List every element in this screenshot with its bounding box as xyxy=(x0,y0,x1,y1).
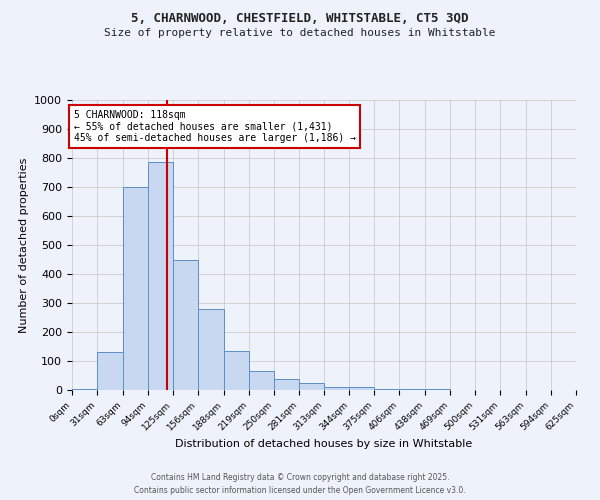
Y-axis label: Number of detached properties: Number of detached properties xyxy=(19,158,29,332)
Text: Contains public sector information licensed under the Open Government Licence v3: Contains public sector information licen… xyxy=(134,486,466,495)
Text: Contains HM Land Registry data © Crown copyright and database right 2025.: Contains HM Land Registry data © Crown c… xyxy=(151,472,449,482)
Bar xyxy=(349,387,374,390)
Text: 5 CHARNWOOD: 118sqm
← 55% of detached houses are smaller (1,431)
45% of semi-det: 5 CHARNWOOD: 118sqm ← 55% of detached ho… xyxy=(74,110,356,144)
Bar xyxy=(374,388,400,390)
Bar xyxy=(248,371,274,390)
Bar xyxy=(299,383,325,390)
Bar xyxy=(173,260,198,390)
Text: Size of property relative to detached houses in Whitstable: Size of property relative to detached ho… xyxy=(104,28,496,38)
Bar xyxy=(123,187,148,390)
Text: 5, CHARNWOOD, CHESTFIELD, WHITSTABLE, CT5 3QD: 5, CHARNWOOD, CHESTFIELD, WHITSTABLE, CT… xyxy=(131,12,469,26)
Bar xyxy=(148,162,173,390)
Bar xyxy=(274,379,299,390)
Bar xyxy=(72,388,97,390)
Bar xyxy=(325,386,349,390)
Bar xyxy=(97,352,123,390)
Bar xyxy=(198,309,224,390)
Bar xyxy=(224,351,248,390)
X-axis label: Distribution of detached houses by size in Whitstable: Distribution of detached houses by size … xyxy=(175,439,473,449)
